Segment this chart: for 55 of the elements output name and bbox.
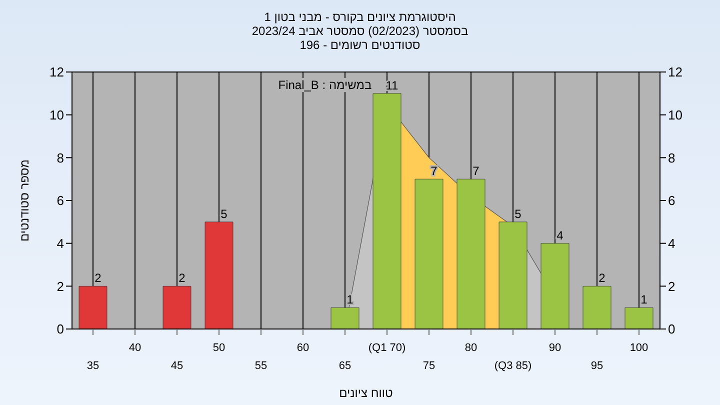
x-tick-label: 35 [86,360,100,372]
x-tick-label: 50 [212,342,226,354]
x-tick-label: 95 [590,360,604,372]
y-tick-label: 0 [56,322,64,337]
bar [372,93,402,329]
bar [414,178,444,329]
annotation: במשימה : Final_B [276,78,374,92]
y2-tick-label: 4 [668,236,676,251]
chart-subtitle: בסמסטר (02/2023) סמסטר אביב 2023/24 [250,24,470,38]
data-label: 2 [598,271,606,286]
x-tick-label: 65 [338,360,352,372]
x-tick-label: 80 [464,342,478,354]
bar [582,286,612,329]
x-tick-label: 90 [548,342,562,354]
bar [204,222,234,329]
data-label: 1 [640,292,648,307]
y2-tick-label: 2 [668,278,676,294]
x-axis-title: טווח ציונים [339,386,394,400]
x-tick-label: 75 [422,360,436,372]
data-label: 7 [430,164,438,178]
data-label: 7 [472,164,480,178]
y2-tick-label: 10 [668,107,682,122]
y-tick-label: 6 [56,193,64,208]
bar [456,178,486,329]
y-axis-title: מספר סטודנטים [17,159,32,242]
chart-title: היסטוגרמת ציונים בקורס - מבני בטון 1 [263,10,457,24]
data-label: 5 [514,206,522,221]
bar [330,307,360,329]
x-tick-label: 40 [128,342,142,354]
x-tick-label: 45 [170,360,184,372]
bar [78,286,108,329]
y2-tick-label: 0 [668,322,676,337]
data-label: 1 [346,292,354,307]
y-tick-label: 2 [56,278,64,294]
text: סטודנטים רשומים - 196 [298,38,422,52]
y2-tick-label: 8 [668,150,676,166]
data-label: 4 [556,228,564,242]
bar [162,286,192,329]
y-tick-label: 8 [56,150,64,166]
x-tick-label: 100 [630,342,648,354]
data-label: 2 [94,271,102,286]
x-tick-label: 60 [296,342,310,354]
bar [540,243,570,329]
y-tick-label: 4 [56,236,64,251]
x-tick-label: 55 [254,360,268,372]
data-label: 2 [178,271,186,286]
y-tick-label: 10 [50,107,64,122]
y2-tick-label: 12 [668,64,682,80]
y2-tick-label: 6 [668,193,676,208]
data-label: 5 [220,206,228,221]
bar [624,307,654,329]
y-tick-label: 12 [50,64,64,80]
x-tick-label: (Q3 85) [494,360,532,372]
x-tick-label: (Q1 70) [368,342,406,354]
bar [498,222,528,329]
